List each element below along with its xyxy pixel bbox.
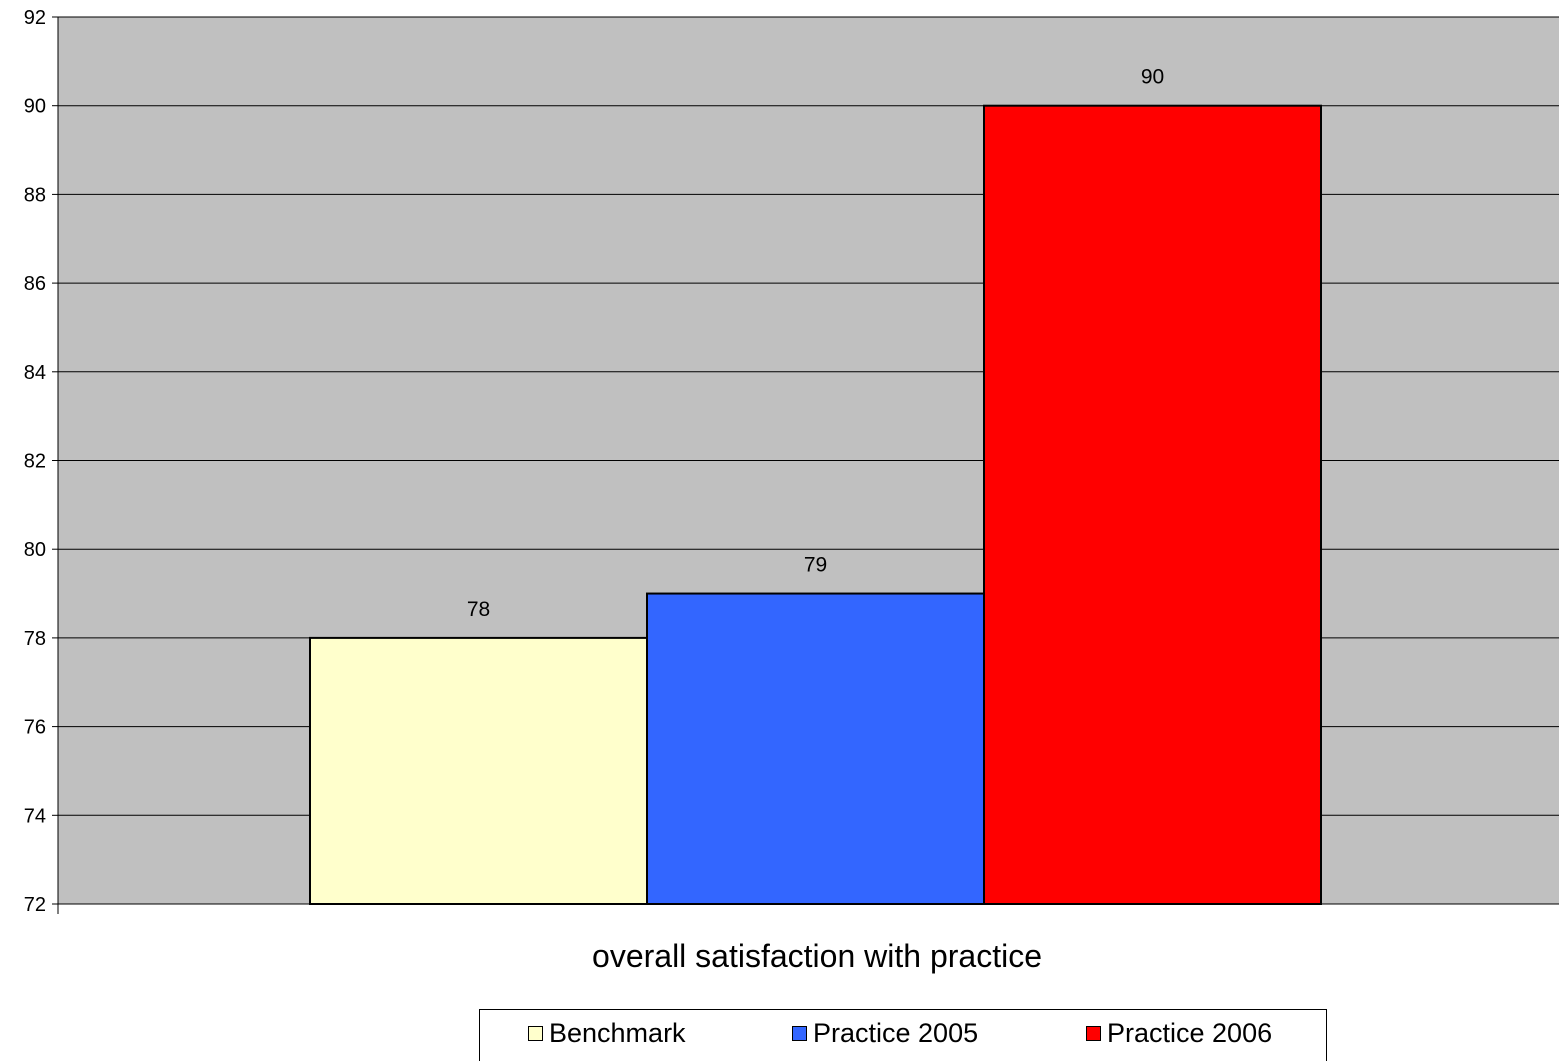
legend-label-benchmark: Benchmark: [549, 1018, 686, 1048]
y-tick-label: 90: [24, 96, 46, 118]
bars: [309, 104, 1322, 906]
y-tick-label: 82: [24, 451, 46, 473]
bar-practice-2006: [983, 104, 1322, 905]
y-tick-label: 86: [24, 273, 46, 295]
legend-item-practice-2005: Practice 2005: [792, 1018, 978, 1049]
bar-practice-2005: [646, 592, 985, 905]
data-label: 78: [467, 598, 490, 621]
legend-label-practice-2006: Practice 2006: [1107, 1018, 1273, 1048]
legend-swatch-benchmark: [528, 1026, 543, 1041]
data-label: 90: [1141, 66, 1164, 89]
y-axis: 72 74 76 78 80 82 84 86 88 90 92: [24, 7, 1559, 916]
y-tick-label: 74: [24, 805, 46, 827]
legend-swatch-practice-2006: [1086, 1026, 1101, 1041]
y-tick-label: 76: [24, 717, 46, 739]
y-tick-label: 80: [24, 539, 46, 561]
data-labels: 78 79 90: [467, 66, 1164, 621]
y-tick-label: 78: [24, 628, 46, 650]
bar-benchmark: [309, 636, 648, 906]
legend: Benchmark Practice 2005 Practice 2006: [479, 1009, 1327, 1061]
y-tick-label: 72: [24, 894, 46, 916]
y-tick-label: 92: [24, 7, 46, 29]
y-tick-label: 84: [24, 362, 46, 384]
legend-swatch-practice-2005: [792, 1026, 807, 1041]
y-tick-label: 88: [24, 184, 46, 206]
legend-item-practice-2006: Practice 2006: [1086, 1018, 1272, 1049]
x-axis-label: overall satisfaction with practice: [592, 938, 1042, 974]
data-label: 79: [804, 554, 827, 577]
legend-label-practice-2005: Practice 2005: [813, 1018, 979, 1048]
legend-item-benchmark: Benchmark: [528, 1018, 686, 1049]
